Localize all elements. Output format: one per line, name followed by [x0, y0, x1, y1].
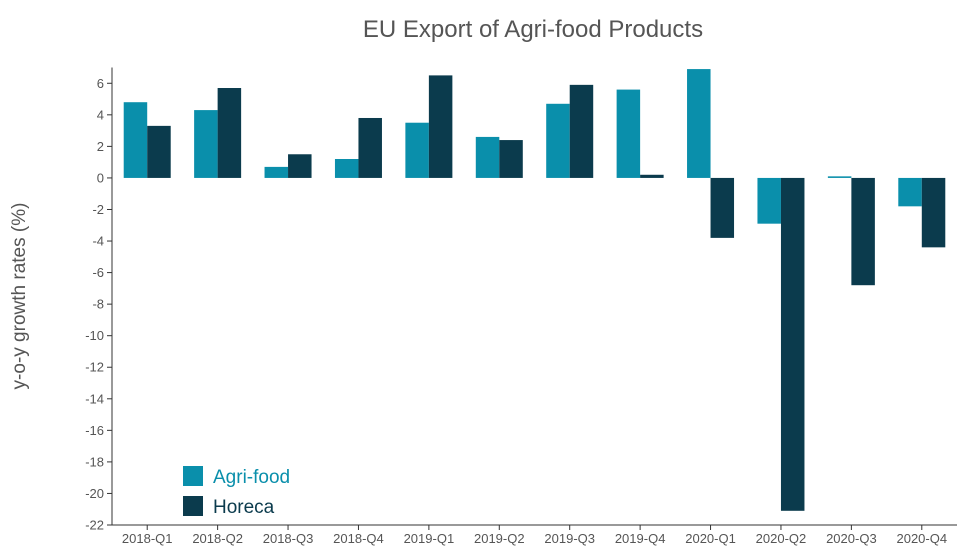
- y-tick-label: -2: [92, 202, 104, 217]
- y-tick-label: -20: [85, 486, 104, 501]
- y-tick-label: -10: [85, 328, 104, 343]
- bar-agri-food-2018-q4: [334, 159, 359, 178]
- bar-horeca-2018-q3: [288, 154, 312, 178]
- y-tick-label: -14: [85, 391, 104, 406]
- bar-agri-food-2019-q1: [405, 122, 429, 178]
- legend-swatch-agri-food: [183, 466, 203, 486]
- x-tick-label: 2019-Q2: [474, 531, 525, 546]
- y-axis-ticks: 6 4 2 0 -2 -4 -6 -8 -10 -12 -14 -16 -18 -20 -22: [85, 76, 112, 533]
- x-axis-ticks: 2018-Q1 2018-Q2 2018-Q3 2018-Q4 2019-Q1 2019-…: [122, 525, 947, 546]
- bar-horeca-2019-q3: [569, 84, 594, 178]
- x-tick-label: 2019-Q3: [544, 531, 595, 546]
- y-tick-label: 6: [97, 76, 104, 91]
- x-tick-label: 2019-Q1: [404, 531, 455, 546]
- bars: [123, 69, 946, 511]
- bar-horeca-2020-q1: [710, 177, 735, 238]
- bar-agri-food-2019-q4: [616, 89, 641, 178]
- y-tick-label: -6: [92, 265, 104, 280]
- bar-agri-food-2018-q1: [123, 102, 148, 178]
- bar-horeca-2019-q1: [428, 75, 453, 178]
- bar-horeca-2020-q4: [921, 177, 946, 248]
- legend: Agri-food Horeca: [183, 466, 290, 518]
- y-tick-label: 4: [97, 107, 104, 122]
- y-tick-label: -16: [85, 423, 104, 438]
- chart-title: EU Export of Agri-food Products: [362, 16, 704, 43]
- legend-swatch-horeca: [183, 496, 203, 516]
- y-tick-label: -8: [92, 297, 104, 312]
- y-tick-label: 0: [97, 170, 104, 185]
- bar-agri-food-2019-q2: [475, 136, 500, 178]
- y-tick-label: -18: [85, 454, 104, 469]
- x-tick-label: 2019-Q4: [615, 531, 666, 546]
- bar-agri-food-2020-q3: [827, 176, 852, 178]
- y-tick-label: -22: [85, 518, 104, 533]
- x-tick-label: 2018-Q2: [192, 531, 243, 546]
- y-tick-label: 2: [97, 139, 104, 154]
- bar-horeca-2018-q1: [147, 125, 171, 178]
- bar-horeca-2019-q4: [640, 174, 664, 178]
- legend-label-horeca: Horeca: [213, 497, 275, 518]
- bar-agri-food-2019-q3: [546, 103, 570, 178]
- bar-horeca-2018-q4: [358, 117, 382, 178]
- legend-label-agri-food: Agri-food: [213, 467, 290, 488]
- y-tick-label: -12: [85, 360, 104, 375]
- bar-agri-food-2018-q3: [264, 166, 289, 178]
- bar-agri-food-2018-q2: [194, 110, 218, 178]
- x-tick-label: 2020-Q2: [756, 531, 807, 546]
- bar-agri-food-2020-q2: [757, 177, 781, 224]
- y-tick-label: -4: [92, 234, 104, 249]
- x-tick-label: 2020-Q1: [685, 531, 736, 546]
- x-tick-label: 2020-Q4: [896, 531, 947, 546]
- x-tick-label: 2020-Q3: [826, 531, 877, 546]
- axes: [111, 67, 957, 526]
- bar-horeca-2020-q2: [780, 177, 805, 511]
- bar-agri-food-2020-q4: [898, 177, 922, 207]
- bar-horeca-2018-q2: [217, 88, 242, 178]
- x-tick-label: 2018-Q4: [333, 531, 384, 546]
- bar-horeca-2020-q3: [851, 177, 875, 286]
- bar-agri-food-2020-q1: [687, 69, 711, 178]
- bar-horeca-2019-q2: [499, 140, 523, 178]
- x-tick-label: 2018-Q1: [122, 531, 173, 546]
- x-tick-label: 2018-Q3: [263, 531, 314, 546]
